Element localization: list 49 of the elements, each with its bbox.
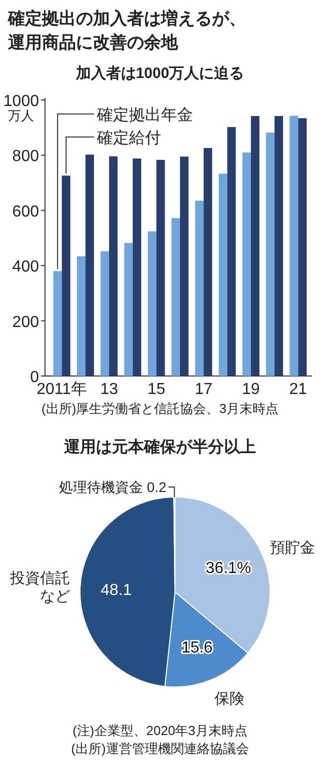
- x-tick-label: 15: [147, 381, 166, 398]
- bar: [156, 160, 165, 376]
- x-tick-label: 19: [242, 381, 260, 398]
- bar: [266, 132, 275, 376]
- chart-title: 運用は元本確保が半分以上: [63, 438, 256, 456]
- bar: [148, 231, 156, 376]
- bar: [180, 156, 188, 376]
- bar: [53, 271, 62, 376]
- bar: [218, 174, 228, 376]
- series-label: 確定給付: [96, 129, 161, 147]
- bar: [76, 256, 86, 376]
- text: 確定拠出年金: [96, 106, 193, 124]
- slice-label: 処理待機資金 0.2: [59, 479, 167, 495]
- bar: [298, 118, 307, 376]
- text: (出所)運営管理機関連絡協議会: [71, 741, 249, 756]
- y-tick-label: 200: [12, 314, 40, 331]
- bar: [172, 218, 180, 376]
- y-tick-label: 800: [12, 148, 40, 166]
- bar: [62, 176, 70, 376]
- data-label: 15.6: [181, 640, 213, 657]
- x-tick-label: 13: [100, 381, 118, 398]
- bar: [124, 242, 133, 376]
- slice-label: 保険: [214, 690, 244, 708]
- x-tick-label: 2011年: [36, 381, 88, 398]
- data-label: 48.1: [100, 582, 132, 600]
- bar: [274, 116, 284, 376]
- bar: [290, 116, 298, 376]
- bar: [100, 251, 110, 376]
- bar: [204, 148, 212, 376]
- bar: [85, 154, 94, 376]
- slice-label: 預貯金: [270, 540, 316, 557]
- y-tick-label: 600: [12, 203, 40, 220]
- y-tick-label: 1000: [3, 93, 40, 110]
- text: (出所)厚生労働省と信託協会、3月末時点: [42, 401, 278, 416]
- bar: [109, 156, 118, 376]
- y-axis-title: 万人: [8, 108, 34, 123]
- data-label: 36.1%: [206, 560, 252, 578]
- y-tick-label: 400: [12, 258, 40, 276]
- chart-subtitle: 加入者は1000万人に迫る: [74, 65, 244, 82]
- text: (注)企業型、2020年3月末時点: [72, 723, 248, 738]
- slice-label: 投資信託など: [9, 570, 70, 606]
- x-tick-label: 21: [289, 381, 308, 398]
- bar: [195, 200, 204, 376]
- bar: [227, 127, 236, 376]
- bar: [132, 158, 142, 376]
- x-tick-label: 17: [194, 381, 213, 398]
- bar: [242, 152, 251, 376]
- bar: [250, 116, 260, 376]
- chart-title: 確定拠出の加入者は増えるが、運用商品に改善の余地: [7, 8, 246, 52]
